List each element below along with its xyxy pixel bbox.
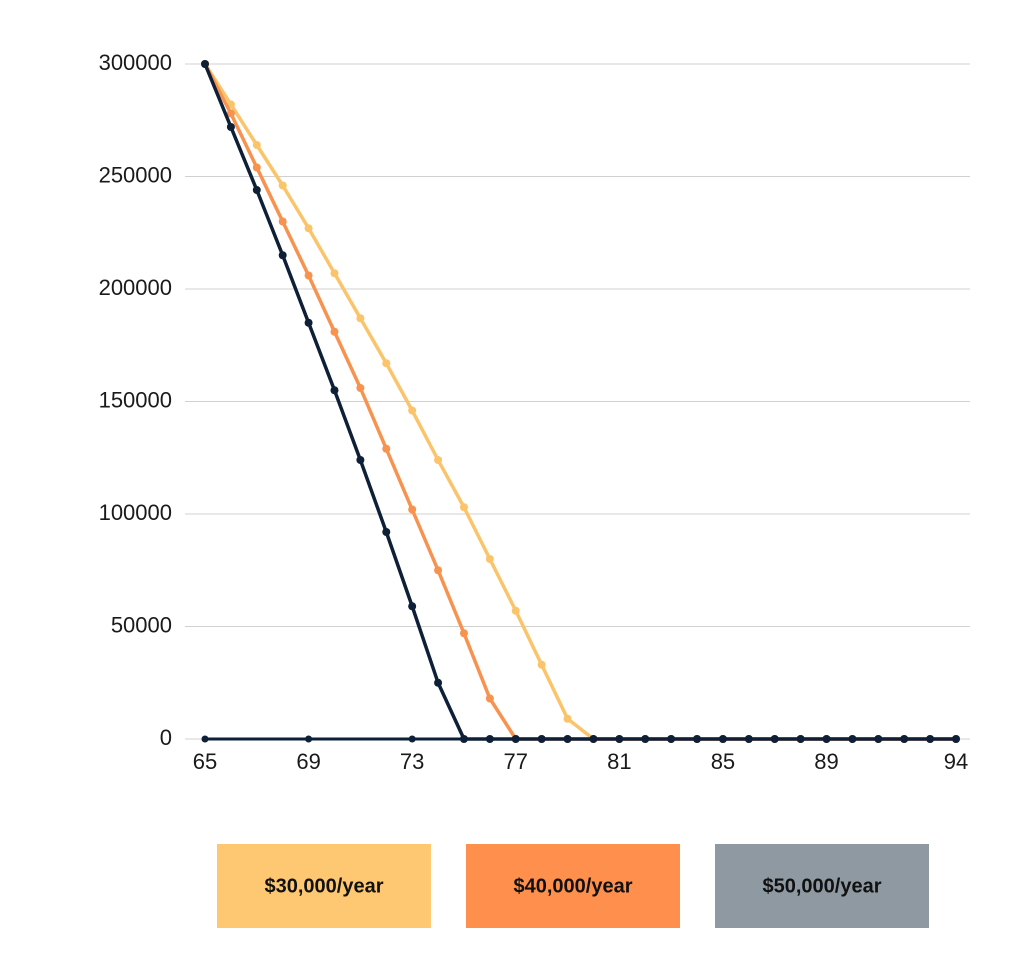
data-point (356, 456, 365, 464)
data-point (589, 735, 598, 743)
data-point (641, 735, 650, 743)
data-point (952, 735, 960, 743)
x-tick-mark (408, 735, 416, 743)
y-tick-label: 300000 (99, 50, 172, 75)
data-point (226, 109, 235, 118)
data-point (718, 735, 727, 743)
data-point (874, 735, 883, 743)
data-point (356, 384, 365, 392)
x-tick-label: 65 (193, 749, 217, 774)
y-tick-label: 150000 (99, 387, 172, 412)
data-point (304, 318, 313, 327)
data-point (434, 456, 443, 464)
data-point (252, 163, 261, 172)
legend-label: $40,000/year (513, 875, 632, 897)
data-point (511, 735, 520, 743)
x-tick-label: 81 (607, 749, 631, 774)
data-point (408, 505, 417, 514)
legend-label: $30,000/year (264, 875, 383, 897)
data-point (278, 251, 287, 260)
legend-swatch (715, 844, 929, 928)
legend-swatch (217, 844, 431, 928)
data-point (408, 406, 417, 415)
data-point (511, 606, 520, 615)
x-tick-label: 85 (711, 749, 735, 774)
data-point (252, 186, 261, 194)
x-tick-label: 94 (944, 749, 968, 774)
data-point (382, 528, 391, 536)
data-point (330, 269, 339, 278)
data-point (330, 327, 339, 336)
data-point (563, 735, 572, 743)
data-point (382, 359, 391, 368)
y-tick-label: 50000 (111, 612, 172, 637)
data-point (822, 735, 831, 743)
data-point (201, 60, 209, 68)
data-point (330, 386, 339, 395)
data-point (693, 735, 702, 743)
data-point (615, 735, 624, 743)
data-point (459, 503, 468, 512)
data-point (485, 735, 494, 743)
x-tick-mark (201, 735, 209, 743)
data-point (278, 181, 287, 190)
y-tick-label: 0 (160, 725, 172, 750)
data-point (459, 629, 468, 638)
data-point (226, 123, 235, 131)
data-point (537, 660, 546, 669)
x-tick-label: 69 (296, 749, 320, 774)
data-point (304, 224, 313, 233)
data-point (434, 678, 443, 687)
legend-label: $50,000/year (762, 875, 881, 897)
data-point (744, 735, 753, 743)
data-point (848, 735, 857, 743)
x-tick-label: 77 (504, 749, 528, 774)
y-tick-label: 100000 (99, 500, 172, 525)
legend-swatch (466, 844, 680, 928)
x-tick-label: 73 (400, 749, 424, 774)
data-point (770, 735, 779, 743)
y-tick-label: 200000 (99, 275, 172, 300)
data-point (434, 566, 443, 575)
data-point (485, 555, 494, 563)
data-point (382, 444, 391, 453)
data-point (408, 602, 417, 611)
data-point (796, 735, 805, 743)
data-point (563, 714, 572, 723)
y-tick-label: 250000 (99, 162, 172, 187)
data-point (667, 735, 676, 743)
data-point (304, 271, 313, 280)
data-point (485, 694, 494, 703)
data-point (537, 735, 546, 743)
data-point (278, 217, 287, 226)
data-point (926, 735, 935, 743)
data-point (900, 735, 909, 743)
series-line (203, 63, 956, 741)
data-point (356, 314, 365, 323)
data-point (252, 141, 261, 149)
x-tick-mark (305, 735, 313, 743)
data-point (459, 735, 468, 743)
x-tick-label: 89 (814, 749, 838, 774)
